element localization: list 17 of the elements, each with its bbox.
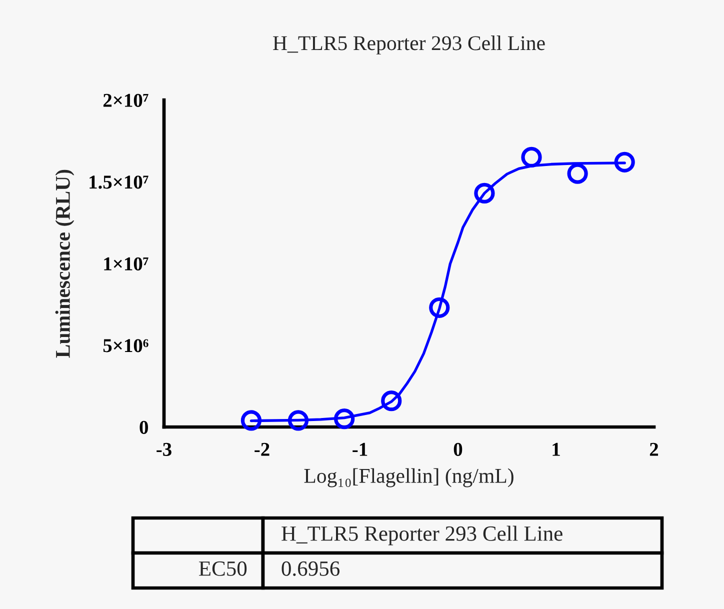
x-tick-label: 2: [650, 442, 658, 456]
chart-title: H_TLR5 Reporter 293 Cell Line: [273, 36, 545, 54]
text: H_TLR5 Reporter 293 Cell Line: [282, 526, 562, 546]
x-tick-label: 0: [454, 442, 462, 456]
x-tick-label: -2: [254, 442, 270, 456]
y-tick-label: 5×10⁶: [103, 339, 148, 352]
y-tick-label: 0: [140, 420, 148, 434]
x-tick-label: 1: [552, 442, 560, 456]
text: 0.6956: [282, 561, 340, 576]
x-axis-title: Log₁₀[Flagellin] (ng/mL): [304, 468, 514, 488]
y-tick-label: 2×10⁷: [103, 94, 148, 107]
x-tick-label: -3: [156, 442, 172, 456]
y-tick-label: 1×10⁷: [104, 257, 148, 270]
text: EC50: [198, 561, 247, 576]
x-tick-label: -1: [352, 442, 368, 456]
y-axis-title: Luminescence (RLU): [55, 170, 74, 358]
y-tick-label: 1.5×10⁷: [90, 176, 148, 189]
